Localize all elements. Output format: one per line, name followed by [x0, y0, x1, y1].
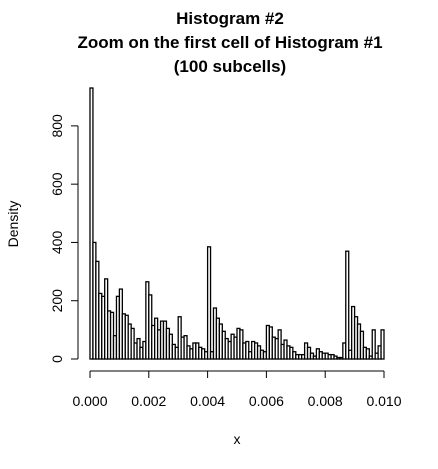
x-axis-label: x: [234, 431, 241, 447]
x-tick-label: 0.004: [190, 393, 225, 409]
histogram-bar: [245, 340, 250, 360]
x-tick-label: 0.008: [308, 393, 343, 409]
histogram-bar: [359, 330, 365, 360]
x-tick-label: 0.006: [249, 393, 284, 409]
y-axis-label: Density: [5, 201, 21, 248]
x-tick-label: 0.010: [366, 393, 401, 409]
histogram-bar: [371, 329, 376, 360]
chart-title-line-3: (100 subcells): [174, 57, 286, 76]
histogram-bar: [380, 329, 385, 360]
y-tick-label: 0: [49, 355, 65, 363]
x-tick-label: 0.002: [131, 393, 166, 409]
histogram-bar: [89, 87, 94, 360]
y-tick-label: 600: [49, 172, 65, 196]
histogram-bars: [89, 87, 385, 360]
histogram-bar: [345, 250, 350, 360]
x-tick-label: 0.000: [72, 393, 107, 409]
chart-title-line-2: Zoom on the first cell of Histogram #1: [77, 33, 382, 52]
chart-title-line-1: Histogram #2: [176, 9, 284, 28]
x-axis-ticks: 0.000 0.002 0.004 0.006 0.008 0.010: [72, 371, 402, 409]
y-axis-ticks: 0 200 400 600 800: [49, 114, 78, 363]
y-tick-label: 400: [49, 231, 65, 255]
histogram-bar: [206, 246, 212, 360]
y-tick-label: 800: [49, 114, 65, 138]
histogram-bar: [365, 348, 370, 360]
y-tick-label: 200: [49, 289, 65, 313]
